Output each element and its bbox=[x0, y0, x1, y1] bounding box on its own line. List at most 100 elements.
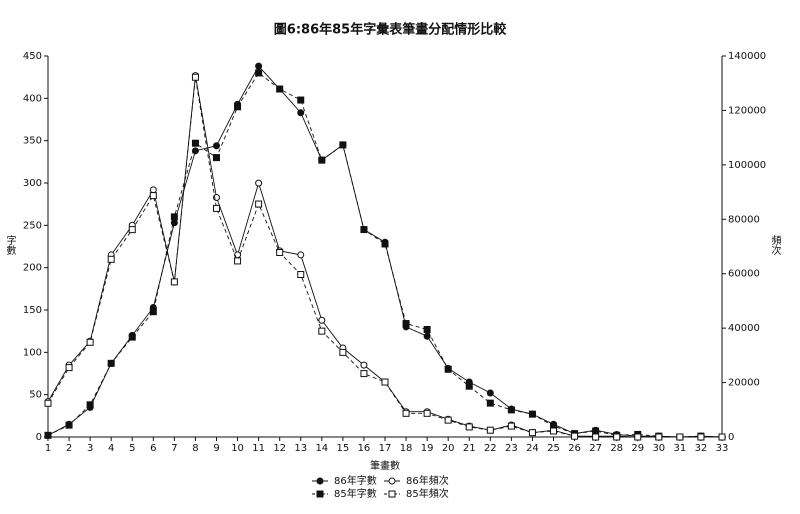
marker bbox=[255, 62, 263, 70]
marker bbox=[402, 320, 410, 328]
y2-tick-label: 0 bbox=[728, 432, 734, 443]
x-tick-label: 19 bbox=[421, 443, 434, 454]
marker bbox=[86, 338, 94, 346]
y2-axis-label: 頻次 bbox=[769, 234, 781, 256]
x-tick-label: 15 bbox=[337, 443, 350, 454]
x-tick-label: 27 bbox=[589, 443, 602, 454]
y-tick-label: 50 bbox=[29, 390, 42, 401]
marker bbox=[360, 361, 368, 369]
marker bbox=[360, 226, 368, 234]
x-axis-label: 筆畫數 bbox=[370, 459, 400, 472]
marker bbox=[170, 278, 178, 286]
marker bbox=[550, 427, 557, 435]
marker bbox=[486, 389, 494, 397]
series-line bbox=[47, 72, 723, 438]
x-tick-label: 24 bbox=[526, 443, 539, 454]
marker bbox=[423, 409, 431, 417]
legend-label: 85年頻次 bbox=[406, 487, 449, 500]
marker bbox=[191, 147, 199, 155]
marker bbox=[276, 248, 284, 256]
y2-tick-label: 100000 bbox=[728, 160, 766, 171]
marker bbox=[613, 433, 621, 441]
x-tick-label: 25 bbox=[547, 443, 560, 454]
y2-tick-label: 60000 bbox=[728, 269, 760, 280]
marker bbox=[107, 359, 115, 367]
x-tick-label: 22 bbox=[484, 443, 497, 454]
x-tick-label: 12 bbox=[273, 443, 286, 454]
series-line bbox=[47, 77, 722, 438]
marker bbox=[318, 156, 326, 164]
marker bbox=[465, 382, 473, 390]
marker bbox=[65, 364, 73, 372]
marker bbox=[381, 378, 389, 386]
y-tick-label: 400 bbox=[23, 93, 42, 104]
marker bbox=[213, 142, 220, 150]
marker bbox=[65, 421, 73, 429]
x-tick-label: 16 bbox=[358, 443, 371, 454]
y2-tick-label: 40000 bbox=[728, 323, 760, 334]
marker bbox=[255, 179, 263, 187]
x-tick-label: 11 bbox=[252, 443, 265, 454]
marker bbox=[128, 333, 136, 341]
marker bbox=[697, 433, 705, 441]
legend-label: 86年字數 bbox=[334, 474, 377, 487]
legend-marker bbox=[316, 477, 324, 485]
x-tick-label: 17 bbox=[379, 443, 392, 454]
marker bbox=[339, 141, 347, 149]
marker bbox=[86, 401, 94, 409]
marker bbox=[423, 332, 431, 340]
y-tick-label: 300 bbox=[23, 178, 42, 189]
y2-tick-label: 80000 bbox=[728, 214, 760, 225]
x-tick-label: 20 bbox=[442, 443, 455, 454]
x-tick-label: 5 bbox=[129, 443, 135, 454]
marker bbox=[297, 109, 305, 117]
x-tick-label: 26 bbox=[568, 443, 581, 454]
y-tick-label: 250 bbox=[23, 220, 42, 231]
marker bbox=[507, 422, 515, 430]
y2-tick-label: 140000 bbox=[728, 51, 766, 62]
marker bbox=[402, 409, 410, 417]
marker bbox=[44, 431, 52, 439]
x-tick-label: 10 bbox=[231, 443, 244, 454]
marker bbox=[486, 399, 494, 407]
x-tick-label: 4 bbox=[108, 443, 114, 454]
x-tick-label: 6 bbox=[150, 443, 156, 454]
marker bbox=[149, 186, 157, 194]
y-tick-label: 200 bbox=[23, 263, 42, 274]
x-tick-label: 18 bbox=[400, 443, 413, 454]
x-tick-label: 29 bbox=[631, 443, 644, 454]
legend-label: 85年字數 bbox=[334, 487, 377, 500]
marker bbox=[213, 204, 220, 212]
marker bbox=[213, 154, 220, 162]
marker bbox=[444, 365, 452, 373]
x-tick-label: 32 bbox=[695, 443, 708, 454]
y2-tick-label: 120000 bbox=[728, 105, 766, 116]
y-tick-label: 100 bbox=[23, 347, 42, 358]
x-tick-label: 3 bbox=[87, 443, 93, 454]
marker bbox=[318, 316, 326, 324]
x-tick-label: 7 bbox=[171, 443, 177, 454]
x-tick-label: 14 bbox=[315, 443, 328, 454]
marker bbox=[528, 429, 536, 437]
marker bbox=[676, 433, 684, 441]
marker bbox=[655, 433, 663, 441]
marker bbox=[107, 255, 115, 263]
legend-label: 86年頻次 bbox=[406, 474, 449, 487]
y-tick-label: 0 bbox=[36, 432, 42, 443]
marker bbox=[360, 370, 368, 378]
legend-marker bbox=[388, 477, 396, 485]
legend-marker bbox=[388, 490, 396, 498]
marker bbox=[170, 213, 178, 221]
marker bbox=[423, 325, 431, 333]
marker bbox=[634, 433, 642, 441]
x-tick-label: 23 bbox=[505, 443, 518, 454]
marker bbox=[381, 240, 389, 248]
marker bbox=[234, 103, 242, 111]
marker bbox=[191, 139, 199, 147]
y-axis-label: 字數 bbox=[4, 234, 16, 256]
marker bbox=[465, 423, 473, 431]
marker bbox=[149, 308, 157, 316]
marker bbox=[297, 96, 305, 104]
x-tick-label: 31 bbox=[674, 443, 687, 454]
